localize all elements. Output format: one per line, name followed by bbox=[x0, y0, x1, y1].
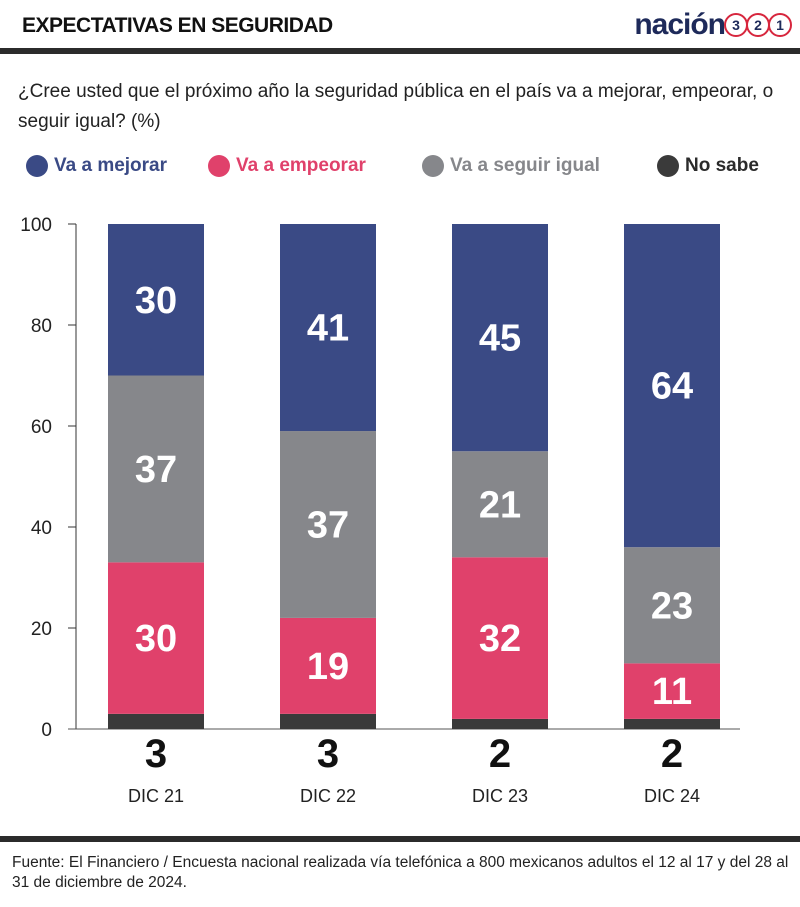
bar-segment-empeorar-dic-24 bbox=[624, 663, 720, 719]
y-tick-label-60: 60 bbox=[31, 417, 52, 438]
x-tick-label-dic-23: DIC 23 bbox=[472, 786, 528, 806]
y-tick-label-20: 20 bbox=[31, 619, 52, 640]
y-tick-label-40: 40 bbox=[31, 518, 52, 539]
bar-segment-mejorar-dic-22 bbox=[280, 224, 376, 432]
data-label-empeorar-dic-22: 19 bbox=[307, 646, 349, 688]
data-label-mejorar-dic-21: 30 bbox=[135, 280, 177, 322]
data-label-no-sabe-dic-22: 3 bbox=[317, 732, 339, 776]
brand-number-2: 2 bbox=[746, 13, 770, 37]
bar-segment-empeorar-dic-22 bbox=[280, 617, 376, 714]
legend-item-igual: Va a seguir igual bbox=[422, 155, 600, 177]
data-label-igual-dic-22: 37 bbox=[307, 504, 349, 546]
y-tick-label-0: 0 bbox=[41, 720, 52, 741]
bar-segment-no_sabe-dic-22 bbox=[280, 713, 376, 729]
legend-item-empeorar: Va a empeorar bbox=[208, 155, 366, 177]
y-tick-label-100: 100 bbox=[20, 215, 52, 236]
data-label-empeorar-dic-23: 32 bbox=[479, 618, 521, 660]
legend-dot-empeorar bbox=[208, 155, 230, 177]
x-tick-label-dic-22: DIC 22 bbox=[300, 786, 356, 806]
data-label-empeorar-dic-24: 11 bbox=[652, 671, 692, 713]
bottom-divider bbox=[0, 836, 800, 842]
data-label-mejorar-dic-23: 45 bbox=[479, 318, 521, 360]
y-tick-label-80: 80 bbox=[31, 316, 52, 337]
bar-segment-igual-dic-21 bbox=[108, 375, 204, 563]
data-label-no-sabe-dic-23: 2 bbox=[489, 732, 511, 776]
data-label-mejorar-dic-22: 41 bbox=[307, 308, 349, 350]
bar-segment-mejorar-dic-23 bbox=[452, 224, 548, 452]
bar-segment-no_sabe-dic-21 bbox=[108, 713, 204, 729]
data-label-empeorar-dic-21: 30 bbox=[135, 618, 177, 660]
chart-title: EXPECTATIVAS EN SEGURIDAD bbox=[22, 14, 333, 37]
legend-dot-no-sabe bbox=[657, 155, 679, 177]
data-label-no-sabe-dic-24: 2 bbox=[661, 732, 683, 776]
brand-number-1: 1 bbox=[768, 13, 792, 37]
brand-logo: nación 3 2 1 bbox=[634, 8, 792, 42]
bar-segment-empeorar-dic-23 bbox=[452, 557, 548, 719]
bar-segment-no_sabe-dic-23 bbox=[452, 718, 548, 729]
data-label-mejorar-dic-24: 64 bbox=[651, 366, 693, 408]
brand-number-3: 3 bbox=[724, 13, 748, 37]
legend-dot-mejorar bbox=[26, 155, 48, 177]
legend-label-igual: Va a seguir igual bbox=[450, 155, 600, 176]
brand-word: nación bbox=[634, 8, 726, 41]
top-divider bbox=[0, 48, 800, 54]
legend-dot-igual bbox=[422, 155, 444, 177]
bar-segment-empeorar-dic-21 bbox=[108, 562, 204, 714]
legend-label-no-sabe: No sabe bbox=[685, 155, 759, 176]
source-note: Fuente: El Financiero / Encuesta naciona… bbox=[12, 854, 789, 891]
bar-segment-mejorar-dic-24 bbox=[624, 224, 720, 548]
survey-question: ¿Cree usted que el próximo año la seguri… bbox=[18, 81, 774, 132]
x-tick-label-dic-24: DIC 24 bbox=[644, 786, 700, 806]
bar-segment-igual-dic-23 bbox=[452, 451, 548, 558]
data-label-igual-dic-24: 23 bbox=[651, 585, 693, 627]
x-tick-label-dic-21: DIC 21 bbox=[128, 786, 184, 806]
legend: Va a mejorar Va a empeorar Va a seguir i… bbox=[0, 155, 800, 185]
bar-segment-igual-dic-22 bbox=[280, 431, 376, 618]
brand-numbers: 3 2 1 bbox=[724, 13, 792, 37]
legend-label-mejorar: Va a mejorar bbox=[54, 155, 168, 176]
legend-item-no-sabe: No sabe bbox=[657, 155, 759, 177]
data-label-igual-dic-21: 37 bbox=[135, 449, 177, 491]
bar-segment-mejorar-dic-21 bbox=[108, 224, 204, 376]
bar-segment-igual-dic-24 bbox=[624, 547, 720, 664]
data-label-igual-dic-23: 21 bbox=[479, 484, 521, 526]
bar-segment-no_sabe-dic-24 bbox=[624, 718, 720, 729]
data-label-no-sabe-dic-21: 3 bbox=[145, 732, 167, 776]
legend-label-empeorar: Va a empeorar bbox=[236, 155, 366, 176]
legend-item-mejorar: Va a mejorar bbox=[26, 155, 167, 177]
